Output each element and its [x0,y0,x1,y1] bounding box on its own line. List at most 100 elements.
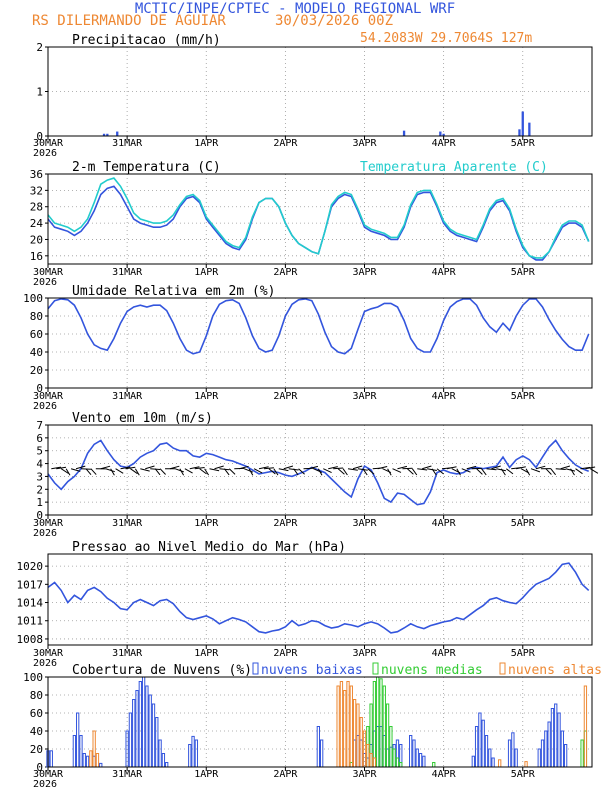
wind-barb [407,468,414,475]
y-tick-label: 20 [30,364,43,377]
bar-nuvens-baixas [471,755,475,768]
y-tick-label: 20 [30,233,43,246]
wind-barb [214,465,224,470]
y-tick-label: 1014 [17,597,44,610]
wind-barb [317,468,323,476]
wind-barb [140,468,150,472]
x-tick-label: 5APR [511,138,536,149]
bar-nuvens-baixas [563,744,568,768]
wind-barb [402,467,413,470]
bar-nuvens-baixas [135,690,139,768]
bar-nuvens-baixas [99,762,103,768]
bar-nuvens-baixas [478,712,482,768]
wind-barb [461,468,471,473]
x-tick-year: 2026 [33,277,57,288]
axes-frame [47,297,593,389]
legend-swatch [252,662,259,675]
x-tick-label: 3APR [352,648,377,659]
bar-nuvens-baixas [474,726,479,768]
y-tick-label: 16 [30,250,43,263]
bar-nuvens-baixas [422,755,426,768]
x-tick-label: 3APR [352,391,377,402]
bar-nuvens-baixas [191,735,195,768]
bar-nuvens-baixas [141,676,146,768]
bar-nuvens-baixas [491,757,495,768]
x-tick-label: 1APR [194,391,219,402]
bar-nuvens-baixas [132,699,136,768]
bar-nuvens-baixas [145,685,149,768]
x-tick-label: 30MAR [33,391,64,402]
wind-barb [323,468,332,474]
bar-nuvens-baixas [148,694,152,768]
y-tick-label: 1020 [17,560,44,573]
wind-barb [342,468,348,476]
series-line-umidade [47,298,590,355]
bar-nuvens-altas [498,759,502,768]
y-tick-label: 1 [36,496,43,509]
wind-barb [550,468,556,476]
wind-barb [159,468,166,475]
bar-nuvens-medias [432,762,436,768]
bar-nuvens-baixas [544,730,548,768]
y-tick-label: 36 [30,168,43,181]
bar-nuvens-baixas [49,750,53,768]
wind-barb [184,468,193,474]
bar-nuvens-altas [336,685,340,768]
bar-nuvens-medias [372,681,377,768]
bar-nuvens-medias [395,757,400,768]
bar-nuvens-altas [349,685,353,768]
wind-barb [560,465,571,470]
wind-barb [377,466,388,470]
bar-nuvens-baixas [484,735,489,768]
bar-nuvens-altas [583,685,588,768]
bar-nuvens-altas [95,753,100,768]
x-tick-label: 30MAR [33,518,64,529]
wind-barb [436,468,444,475]
legend-label: nuvens altas [508,663,602,678]
bar-nuvens-baixas [151,703,156,768]
wind-barb [189,466,200,470]
wind-barb [110,468,115,476]
bar-nuvens-baixas [540,739,545,768]
wind-barb [204,468,210,476]
panel-title-temp: 2-m Temperatura (C) [72,160,221,175]
bar-nuvens-altas [89,750,93,768]
x-tick-year: 2026 [33,658,57,669]
series-line-temperatura [47,185,590,261]
wind-barb [516,466,526,470]
x-tick-label: 2APR [273,769,298,780]
wind-barb [56,466,67,470]
y-tick-label: 1008 [17,633,44,646]
x-tick-label: 4APR [432,138,457,149]
x-tick-year: 2026 [33,148,57,159]
wind-barb [585,466,596,470]
wind-barb [60,468,69,474]
wind-barb [387,468,392,476]
wind-barb [85,468,92,476]
wind-barb [239,465,249,470]
bar-nuvens-medias [379,678,383,768]
wind-barb [115,468,124,474]
bar-nuvens-altas [369,753,373,768]
x-tick-label: 1APR [194,648,219,659]
bar-nuvens-baixas [415,748,419,768]
wind-barb [362,468,368,476]
x-tick-label: 4APR [432,267,457,278]
x-tick-label: 3APR [352,138,377,149]
legend-swatch [499,662,506,675]
y-tick-label: 0 [36,761,43,774]
y-tick-label: 0 [36,382,43,395]
wind-barb [134,468,140,476]
header-location: RS DILERMANDO DE AGUIAR [32,13,226,29]
wind-barb [105,468,115,473]
y-tick-label: 60 [30,328,43,341]
axes-frame [47,46,593,137]
bar-nuvens-baixas [158,739,162,768]
wind-barb [545,468,552,475]
wind-barb [392,468,402,473]
bar-nuvens-baixas [138,681,142,768]
bar-nuvens-baixas [412,739,416,768]
